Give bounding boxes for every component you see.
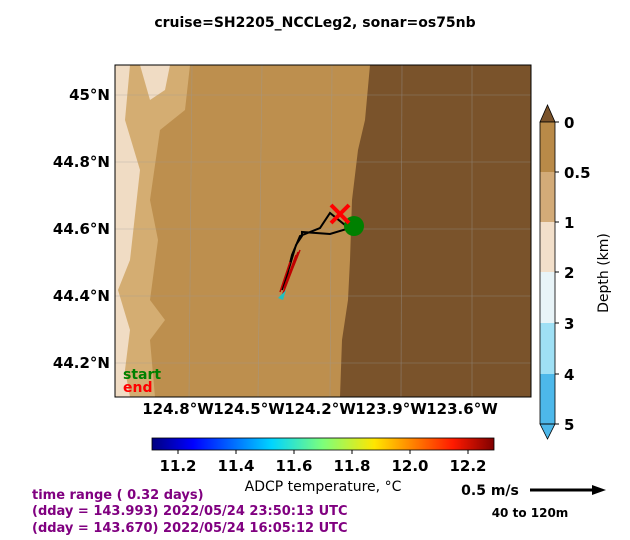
time-range: time range ( 0.32 days) <box>32 488 204 503</box>
depth-tick-label: 4 <box>564 366 574 384</box>
depth-tick-label: 5 <box>564 416 574 434</box>
lat-label: 44.2°N <box>53 354 110 372</box>
time-end: (dday = 143.993) 2022/05/24 23:50:13 UTC <box>32 504 348 519</box>
depth-tick-label: 3 <box>564 315 574 333</box>
temperature-tick-label: 11.8 <box>333 457 370 475</box>
temperature-tick-label: 12.0 <box>391 457 428 475</box>
depth-tick-label: 0 <box>564 114 574 132</box>
map: start end <box>114 64 532 398</box>
lat-label: 44.6°N <box>53 220 110 238</box>
temperature-tick-label: 11.6 <box>275 457 312 475</box>
depth-tick-label: 0.5 <box>564 164 591 182</box>
lon-label: 123.6°W <box>426 400 498 418</box>
lon-label: 124.8°W <box>142 400 214 418</box>
temperature-tick-label: 11.4 <box>217 457 254 475</box>
lat-label: 44.4°N <box>53 287 110 305</box>
depth-tick-label: 2 <box>564 264 574 282</box>
depth-tick-label: 1 <box>564 214 574 232</box>
scale-speed: 0.5 m/s <box>461 483 519 499</box>
temperature-tick-label: 12.2 <box>449 457 486 475</box>
legend-end: end <box>123 380 152 396</box>
lon-label: 124.2°W <box>284 400 356 418</box>
time-start: (dday = 143.670) 2022/05/24 16:05:12 UTC <box>32 521 348 536</box>
legend-start: start <box>123 367 161 383</box>
title: cruise=SH2205_NCCLeg2, sonar=os75nb <box>154 15 475 31</box>
depth-label: Depth (km) <box>596 233 612 313</box>
lon-label: 123.9°W <box>355 400 427 418</box>
temperature-label: ADCP temperature, °C <box>245 479 402 495</box>
depth-colorbar: Depth (km) <box>539 104 612 440</box>
lat-label: 44.8°N <box>53 153 110 171</box>
temperature-colorbar: ADCP temperature, °C <box>151 437 495 495</box>
temperature-tick-label: 11.2 <box>159 457 196 475</box>
scale-depth: 40 to 120m <box>492 506 569 520</box>
lon-label: 124.5°W <box>213 400 285 418</box>
lat-label: 45°N <box>69 86 110 104</box>
